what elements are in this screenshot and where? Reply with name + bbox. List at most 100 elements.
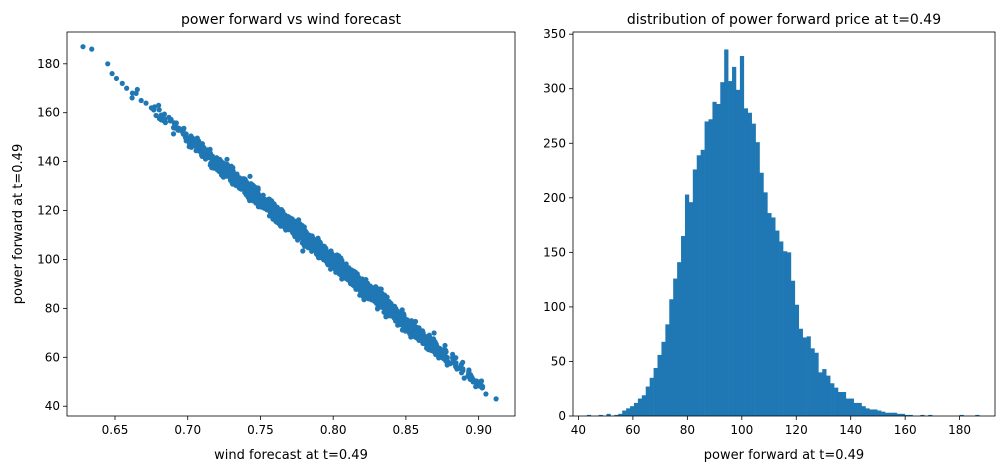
histogram-bar	[779, 241, 784, 416]
scatter-point	[153, 112, 159, 119]
scatter-point	[350, 282, 356, 288]
scatter-point	[156, 107, 162, 113]
scatter-panel: power forward vs wind forecast 0.65 0.70 0…	[11, 12, 516, 463]
histogram-y-tick-label: 100	[543, 300, 566, 314]
histogram-bar	[759, 172, 764, 416]
scatter-x-ticks: 0.65 0.70 0.75 0.80 0.85 0.90	[102, 416, 492, 437]
scatter-point	[420, 330, 426, 336]
histogram-y-tick-label: 150	[543, 245, 566, 259]
histogram-bar	[849, 398, 854, 416]
scatter-point	[80, 44, 86, 50]
scatter-point	[300, 248, 306, 254]
histogram-bar	[677, 262, 682, 416]
scatter-point	[467, 374, 473, 381]
histogram-bar	[622, 410, 627, 416]
scatter-point	[433, 343, 439, 349]
scatter-point	[119, 80, 125, 86]
scatter-x-tick-label: 0.85	[393, 423, 420, 437]
scatter-point	[366, 287, 373, 293]
histogram-x-ticks: 40 60 80 100 120 140 160 180	[571, 416, 971, 437]
scatter-point	[424, 345, 430, 351]
scatter-point	[427, 335, 433, 341]
scatter-point	[403, 318, 410, 324]
scatter-point	[192, 143, 198, 149]
scatter-point	[308, 238, 314, 244]
scatter-point	[332, 253, 338, 260]
scatter-point	[243, 192, 249, 198]
histogram-bar	[845, 398, 851, 416]
scatter-point	[229, 180, 235, 186]
scatter-point	[194, 135, 200, 141]
scatter-point	[302, 233, 309, 239]
scatter-point	[324, 250, 331, 256]
histogram-bar	[598, 414, 603, 416]
scatter-point	[319, 245, 325, 251]
scatter-point	[188, 144, 194, 150]
histogram-bar	[688, 202, 694, 416]
histogram-bar	[681, 236, 686, 416]
histogram-y-tick-label: 200	[543, 191, 566, 205]
scatter-point	[450, 355, 456, 361]
histogram-x-tick-label: 120	[785, 423, 808, 437]
histogram-bar	[618, 413, 623, 416]
scatter-point	[277, 220, 283, 226]
scatter-y-tick-label: 180	[37, 57, 60, 71]
scatter-point	[472, 379, 478, 385]
scatter-y-ticks: 40 60 80 100 120 140 160 180	[37, 57, 67, 413]
histogram-bar	[873, 409, 878, 416]
scatter-point	[250, 182, 256, 188]
histogram-bar	[830, 383, 835, 416]
scatter-point	[272, 212, 278, 218]
histogram-bar	[716, 104, 721, 416]
scatter-point	[176, 127, 182, 133]
scatter-point	[281, 212, 287, 218]
histogram-bar	[908, 414, 913, 416]
scatter-point	[314, 240, 320, 246]
histogram-bar	[700, 149, 705, 416]
histogram-bar	[806, 336, 811, 416]
scatter-point	[181, 125, 187, 131]
scatter-point	[459, 370, 465, 376]
scatter-point	[134, 86, 140, 93]
histogram-bar	[692, 169, 698, 416]
histogram-bar	[751, 123, 756, 416]
scatter-point	[316, 255, 322, 261]
scatter-point	[359, 286, 365, 292]
scatter-point	[148, 105, 154, 111]
scatter-point	[285, 224, 291, 230]
scatter-point	[138, 97, 144, 104]
histogram-bar	[818, 372, 823, 416]
scatter-point	[266, 201, 272, 207]
histogram-bar	[783, 251, 788, 416]
scatter-point	[292, 228, 298, 234]
scatter-point	[161, 116, 167, 122]
scatter-point	[259, 200, 265, 206]
histogram-plot-frame	[572, 31, 996, 417]
scatter-points	[80, 44, 499, 402]
scatter-point	[337, 266, 343, 272]
histogram-x-tick-label: 80	[680, 423, 695, 437]
histogram-bar	[586, 414, 592, 416]
histogram-bars	[586, 49, 980, 417]
scatter-point	[442, 342, 448, 349]
histogram-bar	[904, 414, 909, 416]
scatter-x-tick-label: 0.75	[247, 423, 274, 437]
scatter-point	[294, 223, 300, 229]
scatter-y-tick-label: 80	[45, 301, 60, 315]
histogram-bar	[775, 230, 780, 416]
scatter-point	[225, 170, 231, 176]
histogram-bar	[869, 409, 874, 416]
histogram-title: distribution of power forward price at t…	[627, 12, 941, 28]
scatter-point	[245, 185, 251, 191]
scatter-point	[143, 100, 149, 106]
scatter-point	[402, 325, 408, 331]
scatter-point	[450, 359, 456, 365]
histogram-bar	[653, 368, 658, 416]
histogram-bar	[900, 413, 905, 416]
scatter-point	[206, 149, 212, 155]
scatter-point	[247, 173, 253, 179]
scatter-point	[357, 277, 363, 283]
histogram-y-tick-label: 300	[543, 82, 566, 96]
scatter-point	[251, 198, 257, 204]
histogram-bar	[626, 408, 631, 416]
